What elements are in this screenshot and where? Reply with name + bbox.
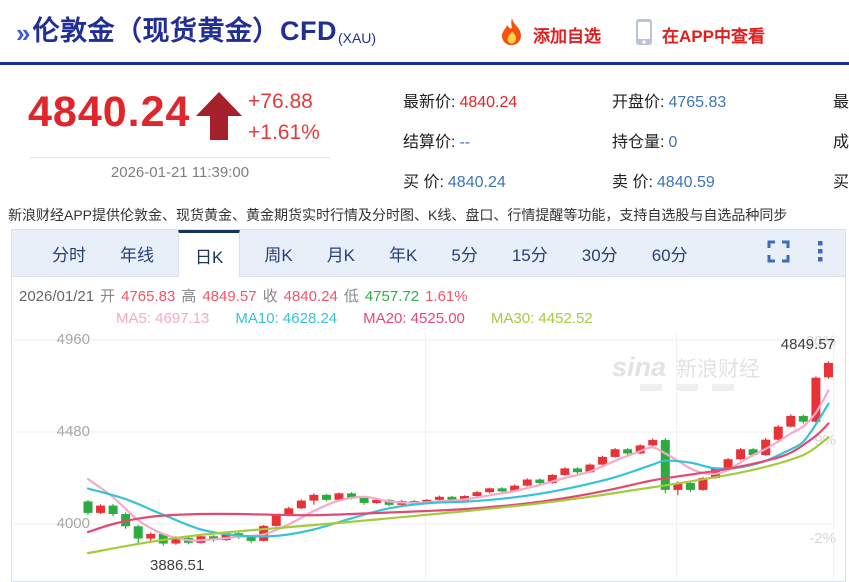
tab-年线[interactable]: 年线 <box>120 245 154 265</box>
percent-tick: -2% <box>809 530 836 547</box>
ohlc-part: 开 <box>100 288 116 305</box>
ohlc-part: 高 <box>181 288 197 305</box>
quote-field: 买 价: 4840.24 <box>403 168 506 191</box>
app-notice-text: 新浪财经APP提供伦敦金、现货黄金、黄金期货实时行情及分时图、K线、盘口、行情提… <box>8 207 788 223</box>
ma-legend-ma5: MA5: 4697.13 <box>116 310 210 327</box>
ma-legend-ma30: MA30: 4452.52 <box>490 310 593 327</box>
quote-field-label: 开盘价: <box>612 94 665 111</box>
price-change-block: +76.88 +1.61% <box>248 86 320 148</box>
tab-分时[interactable]: 分时 <box>52 245 86 265</box>
quote-field-value: -- <box>459 134 471 151</box>
quote-field-label: 买 <box>833 174 849 191</box>
quote-field-label: 卖 价: <box>612 174 653 191</box>
quote-field: 卖 价: 4840.59 <box>612 168 715 191</box>
quote-field-value: 4840.24 <box>447 174 506 191</box>
ohlc-part: 4757.72 <box>364 288 420 305</box>
ohlc-part: 4765.83 <box>121 288 176 305</box>
more-menu-button[interactable] <box>818 241 823 265</box>
add-watchlist-button[interactable]: 添加自选 <box>500 18 601 51</box>
ohlc-part: 2026/01/21 <box>19 288 95 305</box>
page-title: 伦敦金（现货黄金）CFD <box>32 16 337 46</box>
quote-field-value: 4840.24 <box>459 94 518 111</box>
quote-field: 持仓量: 0 <box>612 128 678 151</box>
tab-60分[interactable]: 60分 <box>651 245 688 265</box>
title-wrap: » 伦敦金（现货黄金）CFD (XAU) <box>16 14 376 48</box>
fire-icon <box>500 18 524 51</box>
tab-日K[interactable]: 日K <box>178 230 241 277</box>
quote-field: 成 <box>833 128 849 151</box>
period-tabbar: 分时 年线 日K 周K 月K 年K 5分 15分 30分 60分 <box>12 230 845 277</box>
sina-watermark: sina 新浪财经 <box>612 352 760 383</box>
add-watchlist-label: 添加自选 <box>533 27 601 46</box>
watermark-subline <box>640 384 748 391</box>
period-tabs: 分时 年线 日K 周K 月K 年K 5分 15分 30分 60分 <box>42 230 712 277</box>
quote-field-label: 持仓量: <box>612 134 665 151</box>
last-price: 4840.24 <box>28 88 191 136</box>
header-actions: 添加自选 在APP中查看 <box>500 18 765 51</box>
ma-legend-ma10: MA10: 4628.24 <box>235 310 338 327</box>
sina-logo: sina <box>612 352 667 382</box>
chart-widget: 分时 年线 日K 周K 月K 年K 5分 15分 30分 60分 2 <box>11 229 846 582</box>
price-change: +76.88 <box>248 90 313 113</box>
quote-field-value: 4840.59 <box>656 174 715 191</box>
quote-field: 最 <box>833 88 849 111</box>
quote-timestamp: 2026-01-21 11:39:00 <box>110 164 250 181</box>
tab-月K[interactable]: 月K <box>326 245 356 265</box>
ohlc-part: 4849.57 <box>202 288 257 305</box>
quote-field: 买 <box>833 168 849 191</box>
quote-field-value: 4765.83 <box>668 94 727 111</box>
price-divider <box>30 157 330 158</box>
quote-field: 最新价: 4840.24 <box>403 88 518 111</box>
tab-5分[interactable]: 5分 <box>451 245 478 265</box>
ohlc-part: 收 <box>262 288 278 305</box>
ma-line-ma20 <box>86 422 830 534</box>
y-tick-4960: 4960 <box>56 331 90 348</box>
ohlc-part: 低 <box>343 288 359 305</box>
up-arrow-icon <box>196 92 242 145</box>
header: » 伦敦金（现货黄金）CFD (XAU) 添加自选 在APP中查看 <box>0 0 849 62</box>
price-change-percent: +1.61% <box>248 121 320 144</box>
tab-年K[interactable]: 年K <box>389 245 418 265</box>
candlestick-chart[interactable] <box>0 330 849 580</box>
chart-low-label: 3886.51 <box>150 557 205 574</box>
fullscreen-icon <box>767 240 790 266</box>
ohlc-part: 4840.24 <box>283 288 338 305</box>
sina-watermark-text: 新浪财经 <box>676 357 761 381</box>
y-tick-4480: 4480 <box>56 423 90 440</box>
tabbar-icons <box>767 230 823 276</box>
ma-legend-ma20: MA20: 4525.00 <box>363 310 465 327</box>
ohlc-part: 1.61% <box>425 288 468 305</box>
quote-field: 开盘价: 4765.83 <box>612 88 727 111</box>
view-in-app-label: 在APP中查看 <box>662 27 765 46</box>
tab-30分[interactable]: 30分 <box>581 245 618 265</box>
symbol-code: (XAU) <box>337 30 377 46</box>
quote-field-label: 结算价: <box>403 134 456 151</box>
chart-high-label: 4849.57 <box>780 336 835 353</box>
ma-legend-row: MA5: 4697.13 MA10: 4628.24 MA20: 4525.00 MA… <box>116 310 845 327</box>
quote-field-label: 买 价: <box>403 174 444 191</box>
phone-icon <box>635 18 653 51</box>
ohlc-info-row: 2026/01/21 开 4765.83 高 4849.57 收 4840.24 低 4757.… <box>19 285 845 306</box>
kebab-menu-icon <box>818 241 823 265</box>
quote-field-value: 0 <box>668 134 678 151</box>
ma-line-ma5 <box>86 389 830 542</box>
tab-周K[interactable]: 周K <box>264 245 293 265</box>
ma-line-ma30 <box>86 436 830 555</box>
tab-15分[interactable]: 15分 <box>511 245 548 265</box>
view-in-app-button[interactable]: 在APP中查看 <box>635 18 765 51</box>
y-tick-4000: 4000 <box>56 515 90 532</box>
quote-field-label: 最 <box>833 94 849 111</box>
double-chevron-icon: » <box>16 18 31 48</box>
quote-field-label: 最新价: <box>403 94 456 111</box>
fullscreen-button[interactable] <box>767 240 790 266</box>
percent-tick: 20% <box>805 333 836 350</box>
quote-field-label: 成 <box>833 134 849 151</box>
quote-field: 结算价: -- <box>403 128 471 151</box>
header-divider <box>0 62 849 65</box>
